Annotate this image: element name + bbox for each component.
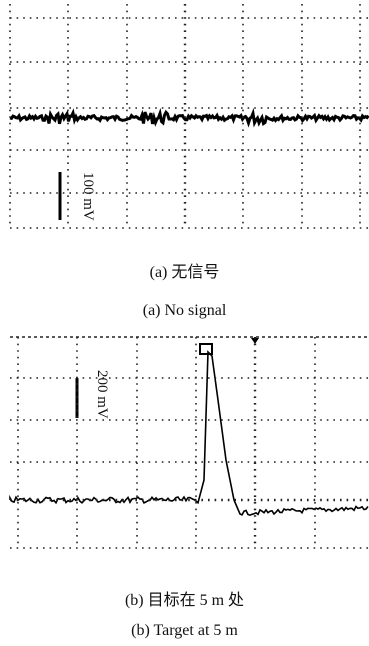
trigger-arrow [251,338,259,344]
trigger-marker [200,344,212,354]
scale-label: 200 mV [94,370,110,419]
caption: (b) Target at 5 m [0,622,369,640]
waveform [10,112,369,124]
caption: (b) 目标在 5 m 处 [0,586,369,610]
waveform [10,352,368,515]
caption: (a) No signal [0,302,369,320]
caption: (a) 无信号 [0,258,369,282]
figure: 100 mV 200 mV (a) 无信号 (a) No signal (b) … [0,0,369,646]
scale-label: 100 mV [80,172,96,221]
oscilloscope-figure: 100 mV 200 mV [0,0,369,646]
